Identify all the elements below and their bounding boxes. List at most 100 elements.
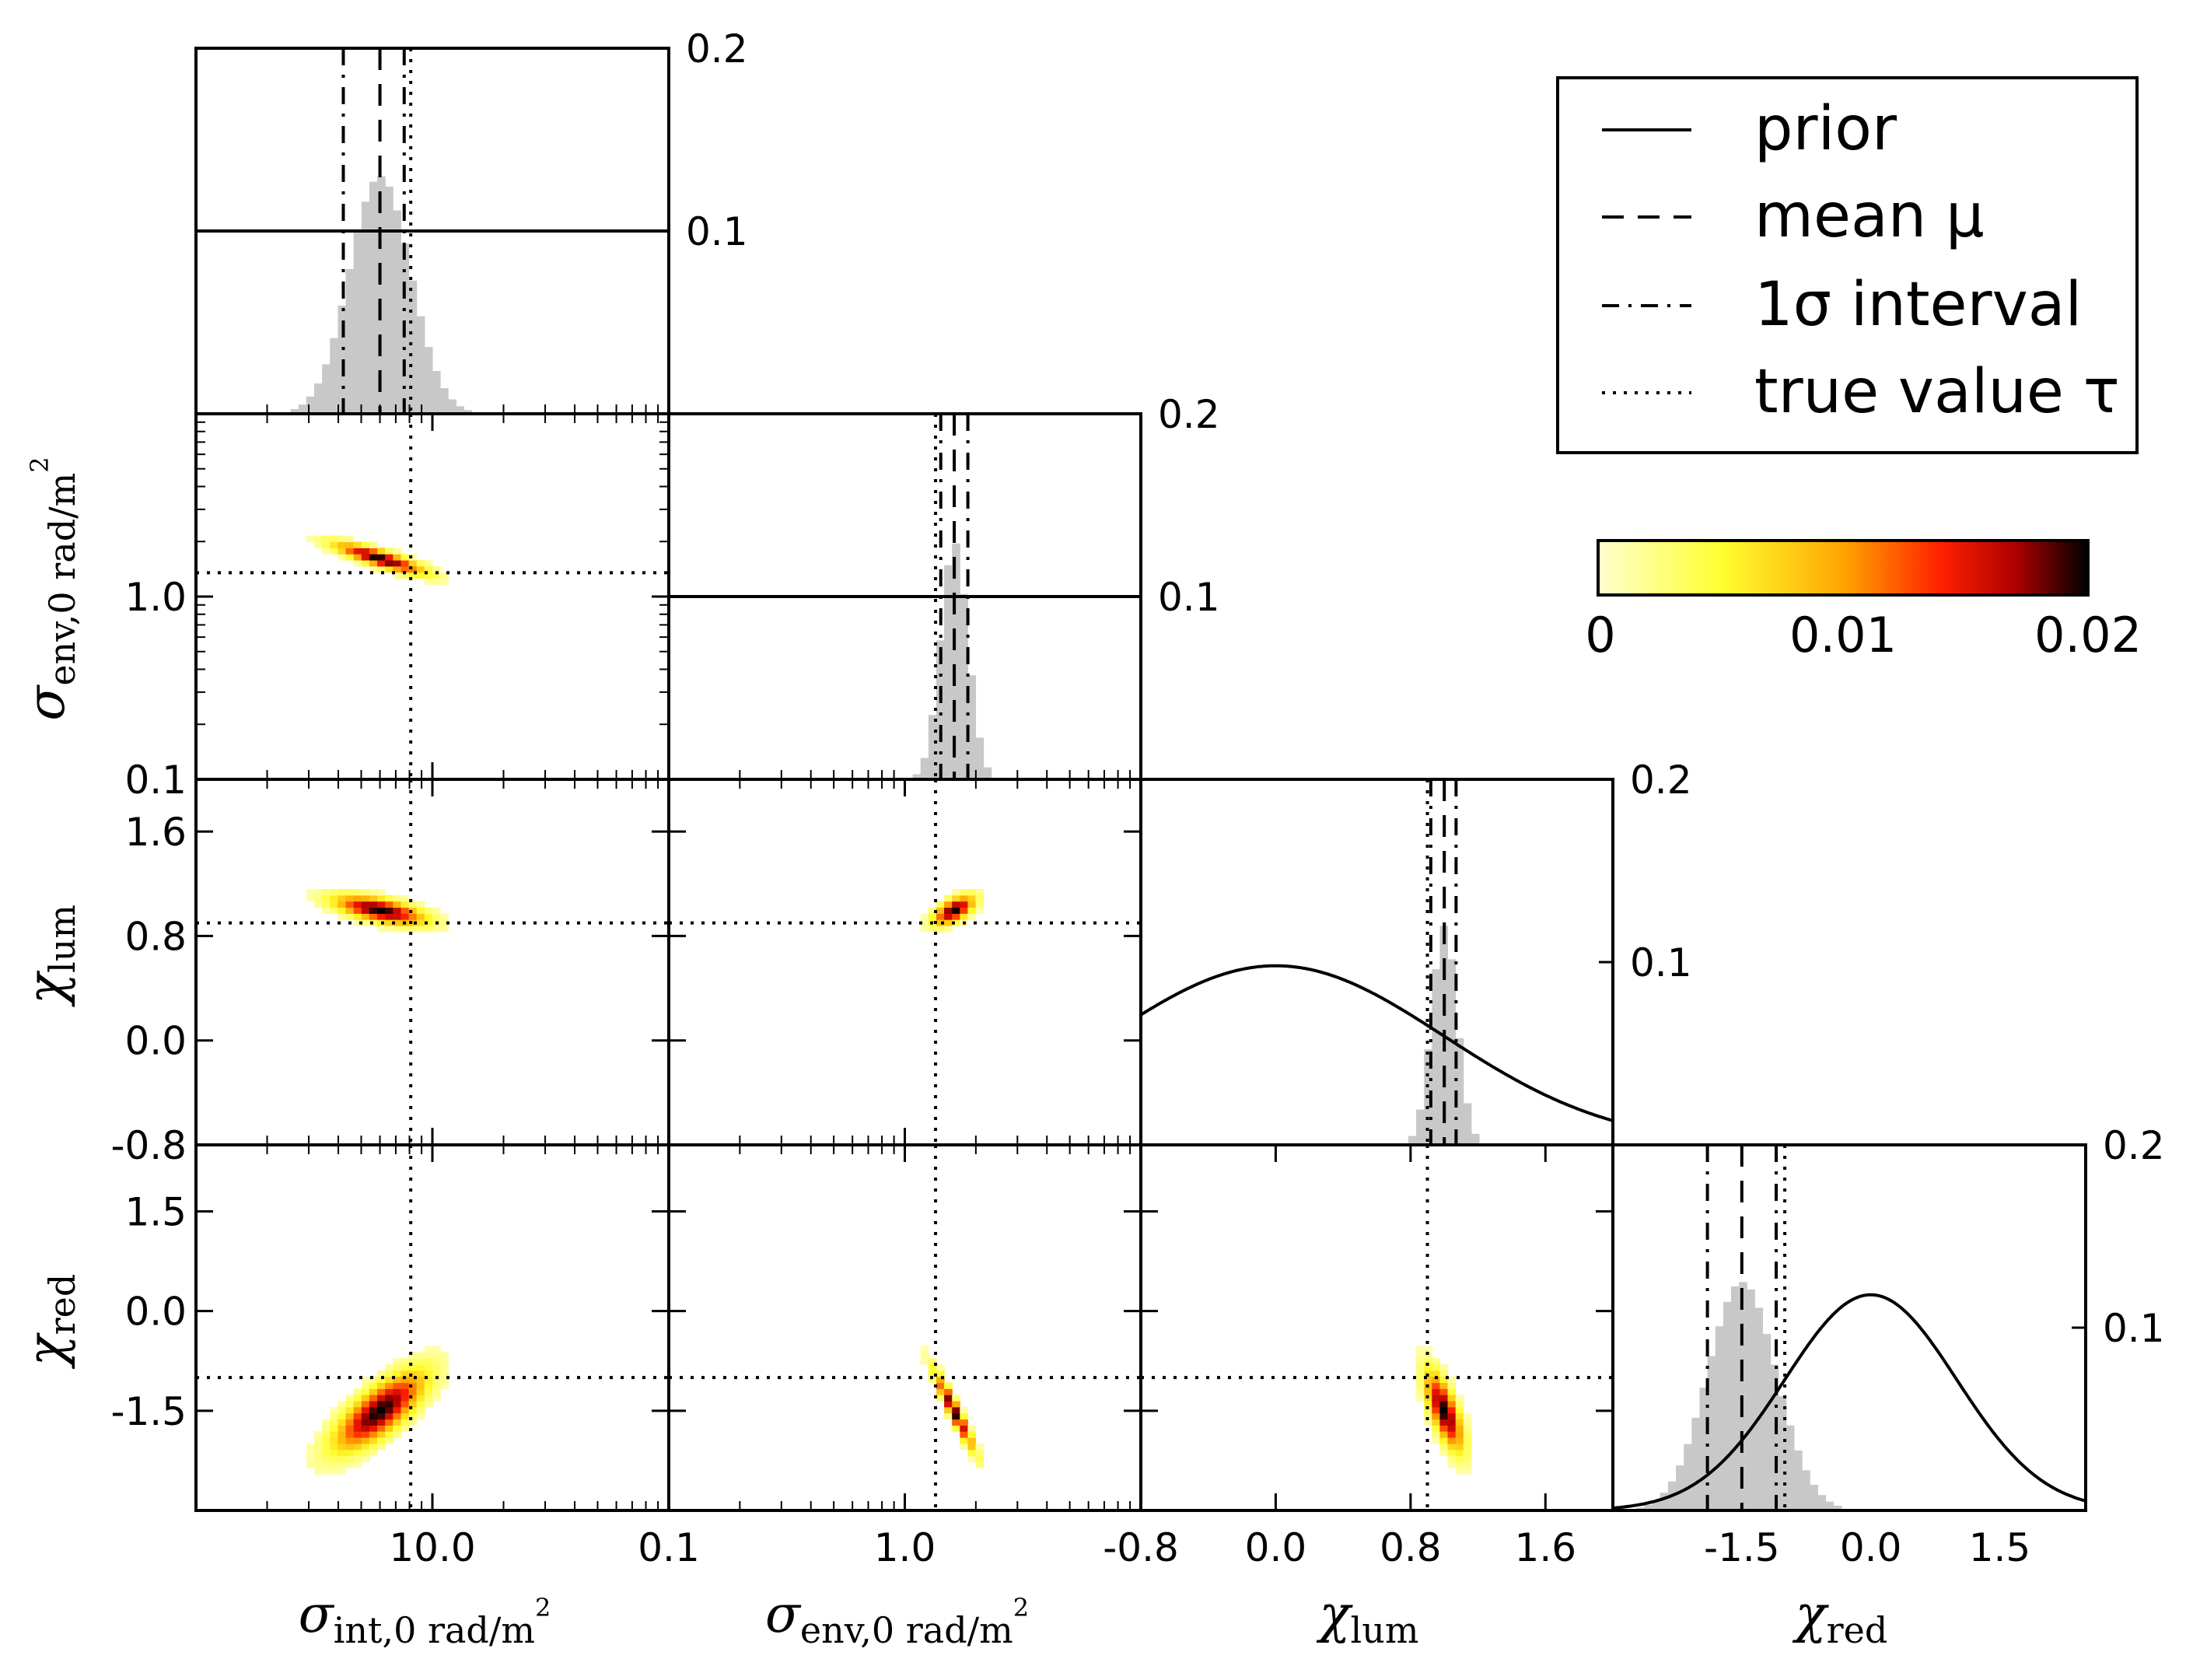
x-tick-label: 0.0 — [1245, 1525, 1307, 1570]
density-cell — [322, 1437, 331, 1444]
density-cell — [377, 913, 386, 920]
density-cell — [440, 913, 449, 920]
density-cell — [338, 1431, 347, 1438]
density-cell — [416, 913, 425, 920]
density-cell — [1432, 1395, 1440, 1402]
y-tick-label: 0.8 — [124, 914, 187, 959]
density-cell — [952, 1419, 960, 1426]
density-cell — [1432, 1358, 1440, 1365]
legend-label-true: true value τ — [1754, 357, 2120, 427]
density-cell — [377, 565, 386, 573]
hist-bar — [1810, 1485, 1818, 1510]
density-cell — [416, 901, 425, 908]
panel-frame — [194, 1143, 670, 1512]
density-cell — [400, 1382, 410, 1389]
density-cell — [385, 560, 393, 567]
density-cell — [1424, 1346, 1432, 1353]
density-cell — [936, 1376, 945, 1384]
density-cell — [1463, 1449, 1472, 1457]
density-cell — [1455, 1455, 1464, 1462]
density-cell — [1439, 1425, 1449, 1432]
density-cell — [975, 1443, 985, 1451]
density-cell — [408, 1401, 418, 1408]
y-tick-label: -1.5 — [110, 1389, 187, 1434]
density-cell — [330, 1437, 338, 1444]
density-cell — [377, 1419, 386, 1426]
density-cell — [393, 1419, 401, 1426]
y-axis-title-sigma_env: σenv,0 rad/m2 — [16, 457, 83, 720]
hist-bar — [322, 364, 331, 414]
density-cell — [330, 535, 338, 543]
density-cell — [338, 907, 347, 914]
density-cell — [353, 907, 362, 914]
density-cell — [975, 889, 985, 896]
density-cell — [400, 554, 410, 561]
density-cell — [432, 913, 441, 920]
hist-bar — [456, 406, 465, 414]
density-cell — [936, 1388, 945, 1395]
density-cell — [369, 913, 378, 920]
density-cell — [967, 1449, 977, 1457]
density-cell — [928, 1370, 937, 1377]
density-cell — [330, 889, 338, 896]
density-cell — [353, 1419, 362, 1426]
density-cell — [369, 565, 378, 573]
density-cell — [369, 1449, 378, 1457]
x-tick-label: -1.5 — [1704, 1525, 1780, 1570]
density-cell — [361, 1437, 370, 1444]
density-cell — [345, 1412, 355, 1420]
x-tick-label: -0.8 — [1103, 1525, 1179, 1570]
density-cell — [369, 889, 378, 896]
density-cell — [944, 1395, 953, 1402]
density-cell — [1416, 1364, 1425, 1371]
hist-bar — [345, 268, 355, 414]
density-tick-label: 0.1 — [2103, 1306, 2165, 1351]
density-cell — [353, 1401, 362, 1408]
density-cell — [338, 889, 347, 896]
density-cell — [960, 913, 968, 920]
density-cell — [353, 1412, 362, 1420]
density-cell — [432, 1346, 441, 1353]
density-cell — [960, 1443, 968, 1451]
density-cell — [322, 1431, 331, 1438]
density-cell — [345, 913, 355, 920]
density-cell — [424, 1346, 433, 1353]
prior-curve — [1139, 964, 1614, 1122]
density-cell — [345, 901, 355, 908]
density-cell — [377, 1437, 386, 1444]
density-cell — [314, 894, 323, 902]
hist-bar — [1770, 1364, 1779, 1510]
density-cell — [377, 926, 386, 933]
density-cell — [408, 1352, 418, 1359]
density-cell — [393, 913, 401, 920]
density-cell — [1447, 1401, 1457, 1408]
density-cell — [369, 1388, 378, 1395]
density-cell — [377, 1388, 386, 1395]
density-cell — [1416, 1376, 1425, 1384]
density-cell — [385, 894, 393, 902]
density-cell — [345, 554, 355, 561]
density-cell — [1432, 1388, 1440, 1395]
density-cell — [1424, 1376, 1432, 1384]
x-axis-title-chi_lum: χlum — [1317, 1584, 1419, 1651]
density-cell — [1455, 1401, 1464, 1408]
density-cell — [944, 926, 953, 933]
density-cell — [377, 907, 386, 914]
density-cell — [345, 1431, 355, 1438]
legend: prior mean μ 1σ interval true value τ — [1556, 76, 2139, 454]
density-cell — [424, 913, 433, 920]
density-cell — [960, 1431, 968, 1438]
density-cell — [1439, 1419, 1449, 1426]
density-cell — [393, 572, 401, 579]
density-cell — [361, 1395, 370, 1402]
density-cell — [936, 926, 945, 933]
density-cell — [361, 1376, 370, 1384]
density-cell — [338, 1425, 347, 1432]
density-cell — [385, 548, 393, 555]
density-cell — [960, 907, 968, 914]
density-cell — [1447, 1406, 1457, 1414]
density-cell — [393, 1376, 401, 1384]
density-cell — [416, 907, 425, 914]
density-tick-label: 0.2 — [1158, 392, 1220, 437]
density-cell — [1424, 1419, 1432, 1426]
